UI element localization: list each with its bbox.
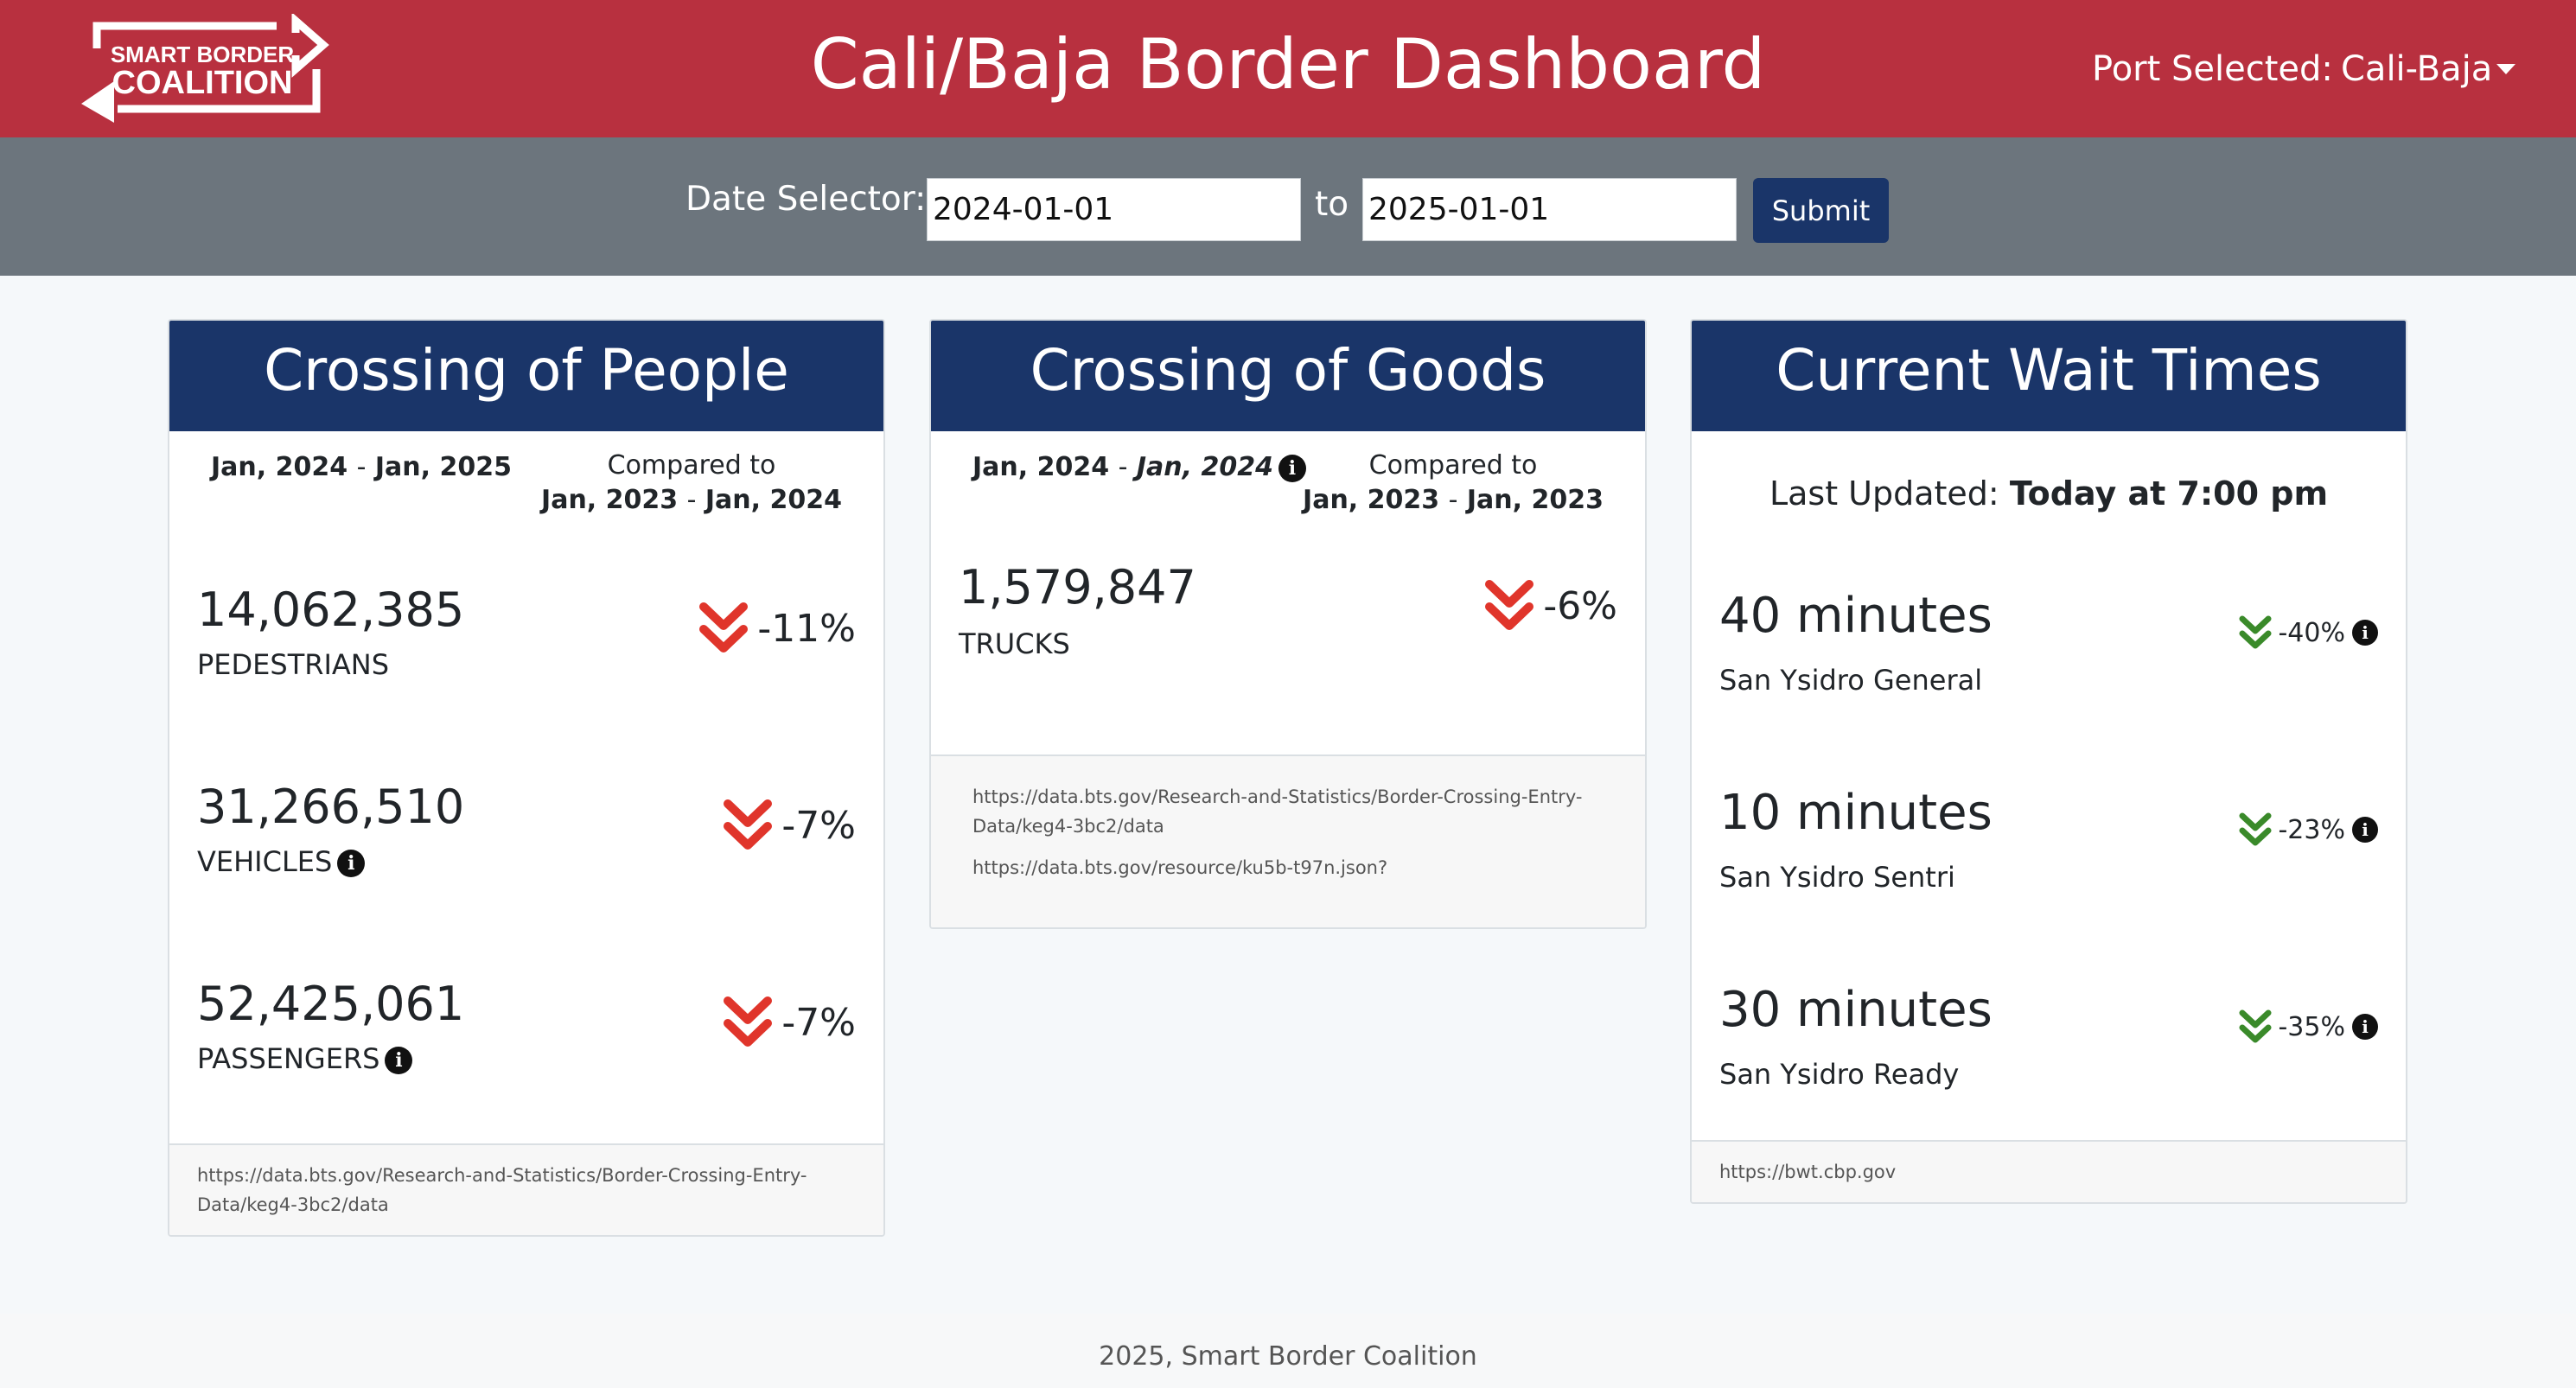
info-icon[interactable]: i bbox=[385, 1047, 413, 1074]
card-footer-source: https://bwt.cbp.gov bbox=[1692, 1140, 2406, 1202]
info-icon[interactable]: i bbox=[2352, 1014, 2378, 1040]
double-chevron-down-icon bbox=[2239, 812, 2272, 846]
period-separator: - bbox=[1118, 452, 1128, 482]
source-link[interactable]: https://data.bts.gov/resource/ku5b-t97n.… bbox=[972, 857, 1388, 878]
last-updated-value: Today at 7:00 pm bbox=[2009, 474, 2329, 513]
change-percent: -11% bbox=[757, 606, 856, 651]
page-footer: 2025, Smart Border Coalition bbox=[0, 1314, 2576, 1388]
compared-start: Jan, 2023 bbox=[1303, 485, 1440, 515]
info-icon[interactable]: i bbox=[337, 850, 366, 877]
compared-to-label: Compared to bbox=[1368, 450, 1538, 481]
submit-button[interactable]: Submit bbox=[1753, 178, 1889, 243]
wait-label: San Ysidro Ready bbox=[1719, 1058, 1960, 1091]
date-selector-bar: Date Selector: to Submit bbox=[0, 137, 2576, 276]
stat-change: -7% bbox=[723, 988, 856, 1057]
top-navbar: SMART BORDER COALITION Cali/Baja Border … bbox=[0, 0, 2576, 137]
crossing-of-people-card: Crossing of People Jan, 2024 - Jan, 2025… bbox=[168, 319, 885, 1237]
wait-change: -40% i bbox=[2238, 614, 2378, 651]
comparison-period: Compared to Jan, 2023 - Jan, 2024 bbox=[541, 449, 842, 518]
card-title: Crossing of Goods bbox=[931, 321, 1645, 431]
stat-label: TRUCKS bbox=[959, 627, 1070, 660]
source-link[interactable]: https://bwt.cbp.gov bbox=[1719, 1162, 1897, 1182]
start-date-input[interactable] bbox=[927, 178, 1301, 241]
card-footer-source: https://data.bts.gov/Research-and-Statis… bbox=[169, 1143, 883, 1235]
wait-item-ready: 30 minutes San Ysidro Ready -35% i bbox=[1692, 967, 2406, 1140]
compared-separator: - bbox=[1448, 485, 1458, 515]
end-date-input[interactable] bbox=[1362, 178, 1737, 241]
double-chevron-down-icon bbox=[724, 996, 773, 1047]
period-start: Jan, 2024 bbox=[211, 452, 348, 482]
last-updated: Last Updated: Today at 7:00 pm bbox=[1692, 431, 2406, 573]
current-wait-times-card: Current Wait Times Last Updated: Today a… bbox=[1690, 319, 2407, 1204]
stat-trucks: 1,579,847 TRUCKS -6% bbox=[931, 552, 1645, 754]
stat-label: PEDESTRIANS bbox=[197, 648, 390, 681]
source-link[interactable]: https://data.bts.gov/Research-and-Statis… bbox=[197, 1165, 807, 1215]
period-row: Jan, 2024 - Jan, 2024 i Compared to Jan, … bbox=[931, 431, 1645, 552]
caret-down-icon[interactable] bbox=[2496, 64, 2515, 74]
change-percent: -35% bbox=[2278, 1011, 2345, 1042]
info-icon[interactable]: i bbox=[1278, 454, 1306, 482]
compared-start: Jan, 2023 bbox=[541, 485, 679, 515]
compared-to-label: Compared to bbox=[607, 450, 776, 481]
info-icon[interactable]: i bbox=[2352, 817, 2378, 843]
stat-value: 52,425,061 bbox=[197, 977, 465, 1031]
stat-label: VEHICLES i bbox=[197, 841, 366, 882]
wait-label: San Ysidro General bbox=[1719, 664, 1983, 697]
change-percent: -6% bbox=[1543, 583, 1617, 628]
change-percent: -23% bbox=[2278, 814, 2345, 845]
period-end: Jan, 2025 bbox=[374, 452, 512, 482]
double-chevron-down-icon bbox=[2239, 615, 2272, 649]
port-selected-label: Port Selected: bbox=[2092, 49, 2333, 89]
wait-label: San Ysidro Sentri bbox=[1719, 861, 1955, 894]
compared-end: Jan, 2024 bbox=[705, 485, 842, 515]
wait-value: 40 minutes bbox=[1719, 588, 1993, 644]
current-period: Jan, 2024 - Jan, 2024 i bbox=[972, 449, 1306, 487]
period-separator: - bbox=[356, 452, 367, 482]
source-link[interactable]: https://data.bts.gov/Research-and-Statis… bbox=[972, 786, 1583, 837]
double-chevron-down-icon bbox=[2239, 1009, 2272, 1043]
compared-end: Jan, 2023 bbox=[1466, 485, 1604, 515]
double-chevron-down-icon bbox=[1485, 580, 1534, 630]
stat-value: 1,579,847 bbox=[959, 560, 1196, 614]
wait-item-sentri: 10 minutes San Ysidro Sentri -23% i bbox=[1692, 770, 2406, 967]
double-chevron-down-icon bbox=[724, 799, 773, 850]
current-period: Jan, 2024 - Jan, 2025 bbox=[211, 449, 512, 487]
period-start: Jan, 2024 bbox=[972, 452, 1110, 482]
period-end: Jan, 2024 bbox=[1136, 452, 1273, 482]
wait-value: 30 minutes bbox=[1719, 982, 1993, 1038]
wait-change: -35% i bbox=[2238, 1009, 2378, 1045]
to-label: to bbox=[1315, 185, 1349, 224]
crossing-of-goods-card: Crossing of Goods Jan, 2024 - Jan, 2024 i… bbox=[929, 319, 1647, 929]
page-title: Cali/Baja Border Dashboard bbox=[810, 24, 1766, 105]
stat-value: 31,266,510 bbox=[197, 780, 465, 834]
svg-text:COALITION: COALITION bbox=[112, 65, 293, 101]
card-footer-source: https://data.bts.gov/Research-and-Statis… bbox=[931, 754, 1645, 927]
svg-text:SMART BORDER: SMART BORDER bbox=[111, 41, 295, 67]
card-title: Crossing of People bbox=[169, 321, 883, 431]
info-icon[interactable]: i bbox=[2352, 620, 2378, 646]
stat-label: PASSENGERS i bbox=[197, 1038, 413, 1079]
stat-change: -11% bbox=[698, 594, 856, 663]
card-title: Current Wait Times bbox=[1692, 321, 2406, 431]
stat-pedestrians: 14,062,385 PEDESTRIANS -11% bbox=[169, 552, 883, 749]
stat-value: 14,062,385 bbox=[197, 583, 465, 637]
change-percent: -40% bbox=[2278, 617, 2345, 648]
change-percent: -7% bbox=[781, 803, 856, 848]
wait-change: -23% i bbox=[2238, 812, 2378, 848]
period-row: Jan, 2024 - Jan, 2025 Compared to Jan, 2… bbox=[169, 431, 883, 552]
change-percent: -7% bbox=[781, 1000, 856, 1045]
stat-change: -7% bbox=[723, 791, 856, 860]
date-selector-label: Date Selector: bbox=[685, 180, 927, 219]
wait-item-general: 40 minutes San Ysidro General -40% i bbox=[1692, 573, 2406, 770]
wait-value: 10 minutes bbox=[1719, 785, 1993, 841]
smart-border-coalition-logo[interactable]: SMART BORDER COALITION bbox=[73, 14, 341, 123]
stat-change: -6% bbox=[1484, 571, 1617, 640]
compared-separator: - bbox=[686, 485, 697, 515]
last-updated-label: Last Updated: bbox=[1769, 474, 1999, 513]
stat-passengers: 52,425,061 PASSENGERS i -7% bbox=[169, 946, 883, 1143]
comparison-period: Compared to Jan, 2023 - Jan, 2023 bbox=[1303, 449, 1604, 518]
stat-vehicles: 31,266,510 VEHICLES i -7% bbox=[169, 749, 883, 946]
port-dropdown[interactable]: Cali-Baja bbox=[2341, 49, 2493, 89]
double-chevron-down-icon bbox=[699, 602, 749, 653]
